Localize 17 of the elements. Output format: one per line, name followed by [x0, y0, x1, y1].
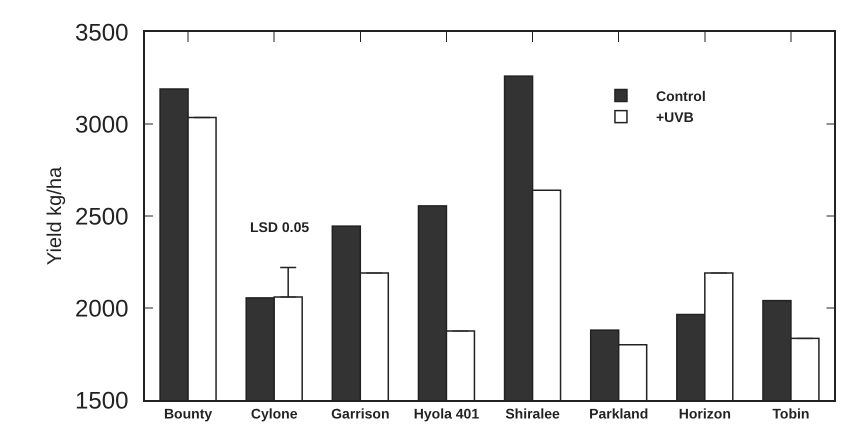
annotation: LSD 0.05 — [250, 219, 310, 235]
legend-label: +UVB — [656, 109, 694, 126]
y-tick-label: 2000 — [75, 295, 128, 322]
x-tick-label: Hyola 401 — [414, 406, 480, 422]
y-tick-label: 3500 — [75, 19, 128, 46]
y-tick-label: 1500 — [75, 387, 128, 414]
x-tick-label: Horizon — [678, 406, 731, 422]
x-tick-label: Shiralee — [505, 406, 560, 422]
legend-label: Control — [656, 88, 706, 104]
x-tick-label: Tobin — [772, 406, 810, 422]
x-tick-label: Parkland — [589, 406, 648, 422]
x-tick-label: Bounty — [164, 406, 212, 422]
y-axis-title: Yield kg/ha — [44, 166, 66, 266]
x-tick-label: Garrison — [331, 406, 390, 422]
y-tick-label: 3000 — [75, 111, 128, 138]
y-tick-label: 2500 — [75, 203, 128, 230]
x-tick-label: Cylone — [250, 406, 298, 422]
